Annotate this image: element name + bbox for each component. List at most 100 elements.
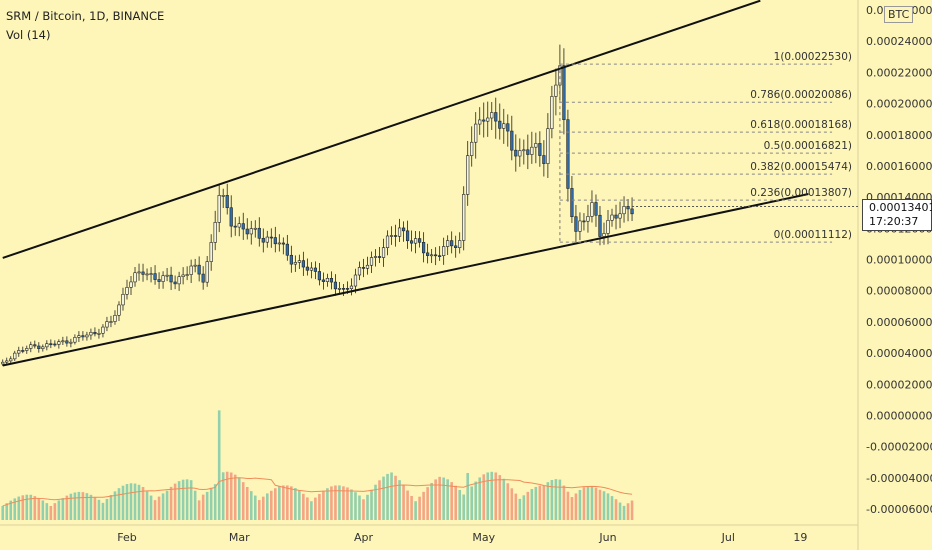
volume-bar [209,487,213,520]
candle-body [101,326,105,334]
candle-body [418,238,422,243]
candle-body [133,272,137,283]
volume-bar [233,474,237,520]
candle-body [113,314,117,322]
x-tick-label: Jul [721,531,735,544]
volume-bar [630,500,634,520]
volume-bar [602,491,606,520]
candle-body [442,246,446,256]
candle-body [109,321,113,323]
volume-bar [390,472,393,520]
volume-bar [161,493,165,520]
candle-body [381,247,386,258]
candle-body [137,271,141,274]
candle-body [574,216,578,232]
volume-bar [466,473,470,520]
volume-bar [582,487,586,520]
volume-bar [398,480,401,520]
currency-unit-badge[interactable]: BTC [884,6,914,23]
candle-body [157,279,161,282]
candle-body [526,149,530,155]
candle-body [313,267,317,272]
candle-body [482,119,486,122]
volume-bar [522,495,526,520]
candle-body [622,206,626,215]
volume-bar [205,491,209,520]
candle-body [618,213,622,219]
y-tick-label: 0.00018000 [866,129,932,142]
candle-body [341,288,346,290]
fib-level-label: 0.382(0.00015474) [750,161,852,173]
candle-body [21,350,25,352]
volume-bar [157,496,161,520]
volume-bar [153,500,157,520]
candle-body [65,340,69,344]
x-tick-label: Apr [354,531,374,544]
volume-bar [57,500,61,520]
volume-bar [526,491,530,520]
volume-bar [394,475,397,520]
candle-body [129,281,133,288]
candle-body [357,267,362,276]
candle-body [57,341,61,345]
candle-body [281,242,285,245]
candle-body [510,130,514,151]
volume-bar [478,477,482,520]
candle-body [470,141,474,156]
candle-body [570,188,574,218]
volume-bar [261,496,265,520]
candle-body [265,236,269,243]
candle-body [321,279,326,282]
candle-body [181,274,185,277]
volume-bar [430,482,433,520]
candle-body [353,274,358,287]
candle-body [41,346,45,349]
y-tick-label: 0.00022000 [866,66,932,79]
volume-bar [458,489,461,520]
candle-body [590,202,594,217]
candle-body [225,195,229,209]
volume-bar [193,490,197,520]
candle-body [121,294,125,306]
candle-body [5,360,9,363]
candle-body [389,235,394,237]
candle-body [45,343,49,348]
volume-bar [290,486,293,520]
volume-bar [454,485,457,520]
volume-bar [362,499,365,520]
y-tick-label: -0.00006000 [866,503,932,516]
candle-body [522,149,526,152]
fib-level-label: 0(0.00011112) [774,229,852,241]
volume-bar [598,489,602,520]
y-tick-label: 0.00010000 [866,254,932,267]
y-tick-label: 0.00024000 [866,35,932,48]
volume-bar [546,482,550,520]
candle-body [153,273,157,280]
candle-body [438,255,442,257]
volume-bar [133,483,137,520]
candle-body [249,228,253,235]
candle-body [201,273,205,283]
volume-bar [217,410,221,520]
volume-bar [358,495,361,520]
candle-body [189,265,193,275]
volume-bar [121,485,125,520]
volume-bar [185,479,189,520]
candle-body [538,143,542,156]
candle-body [361,267,366,269]
candle-body [49,343,53,346]
volume-bar [450,482,453,520]
candle-body [13,352,17,360]
candle-body [365,264,370,269]
volume-bar [201,494,205,520]
candle-body [325,277,330,282]
candle-body [285,243,289,256]
volume-bar [314,497,317,520]
volume-bar [270,490,273,520]
candle-body [193,264,197,267]
candle-body [594,202,598,216]
candle-body [161,275,165,282]
volume-bar [354,492,357,520]
